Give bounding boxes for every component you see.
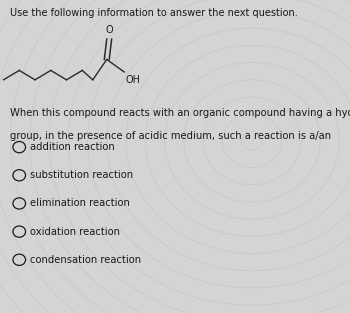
Text: O: O — [105, 25, 113, 35]
Text: When this compound reacts with an organic compound having a hydroxyl: When this compound reacts with an organi… — [10, 108, 350, 118]
Text: condensation reaction: condensation reaction — [30, 255, 141, 265]
Text: elimination reaction: elimination reaction — [30, 198, 130, 208]
Text: addition reaction: addition reaction — [30, 142, 114, 152]
Text: OH: OH — [126, 75, 141, 85]
Text: substitution reaction: substitution reaction — [30, 170, 133, 180]
Text: group, in the presence of acidic medium, such a reaction is a/an: group, in the presence of acidic medium,… — [10, 131, 332, 141]
Text: Use the following information to answer the next question.: Use the following information to answer … — [10, 8, 298, 18]
Text: oxidation reaction: oxidation reaction — [30, 227, 120, 237]
